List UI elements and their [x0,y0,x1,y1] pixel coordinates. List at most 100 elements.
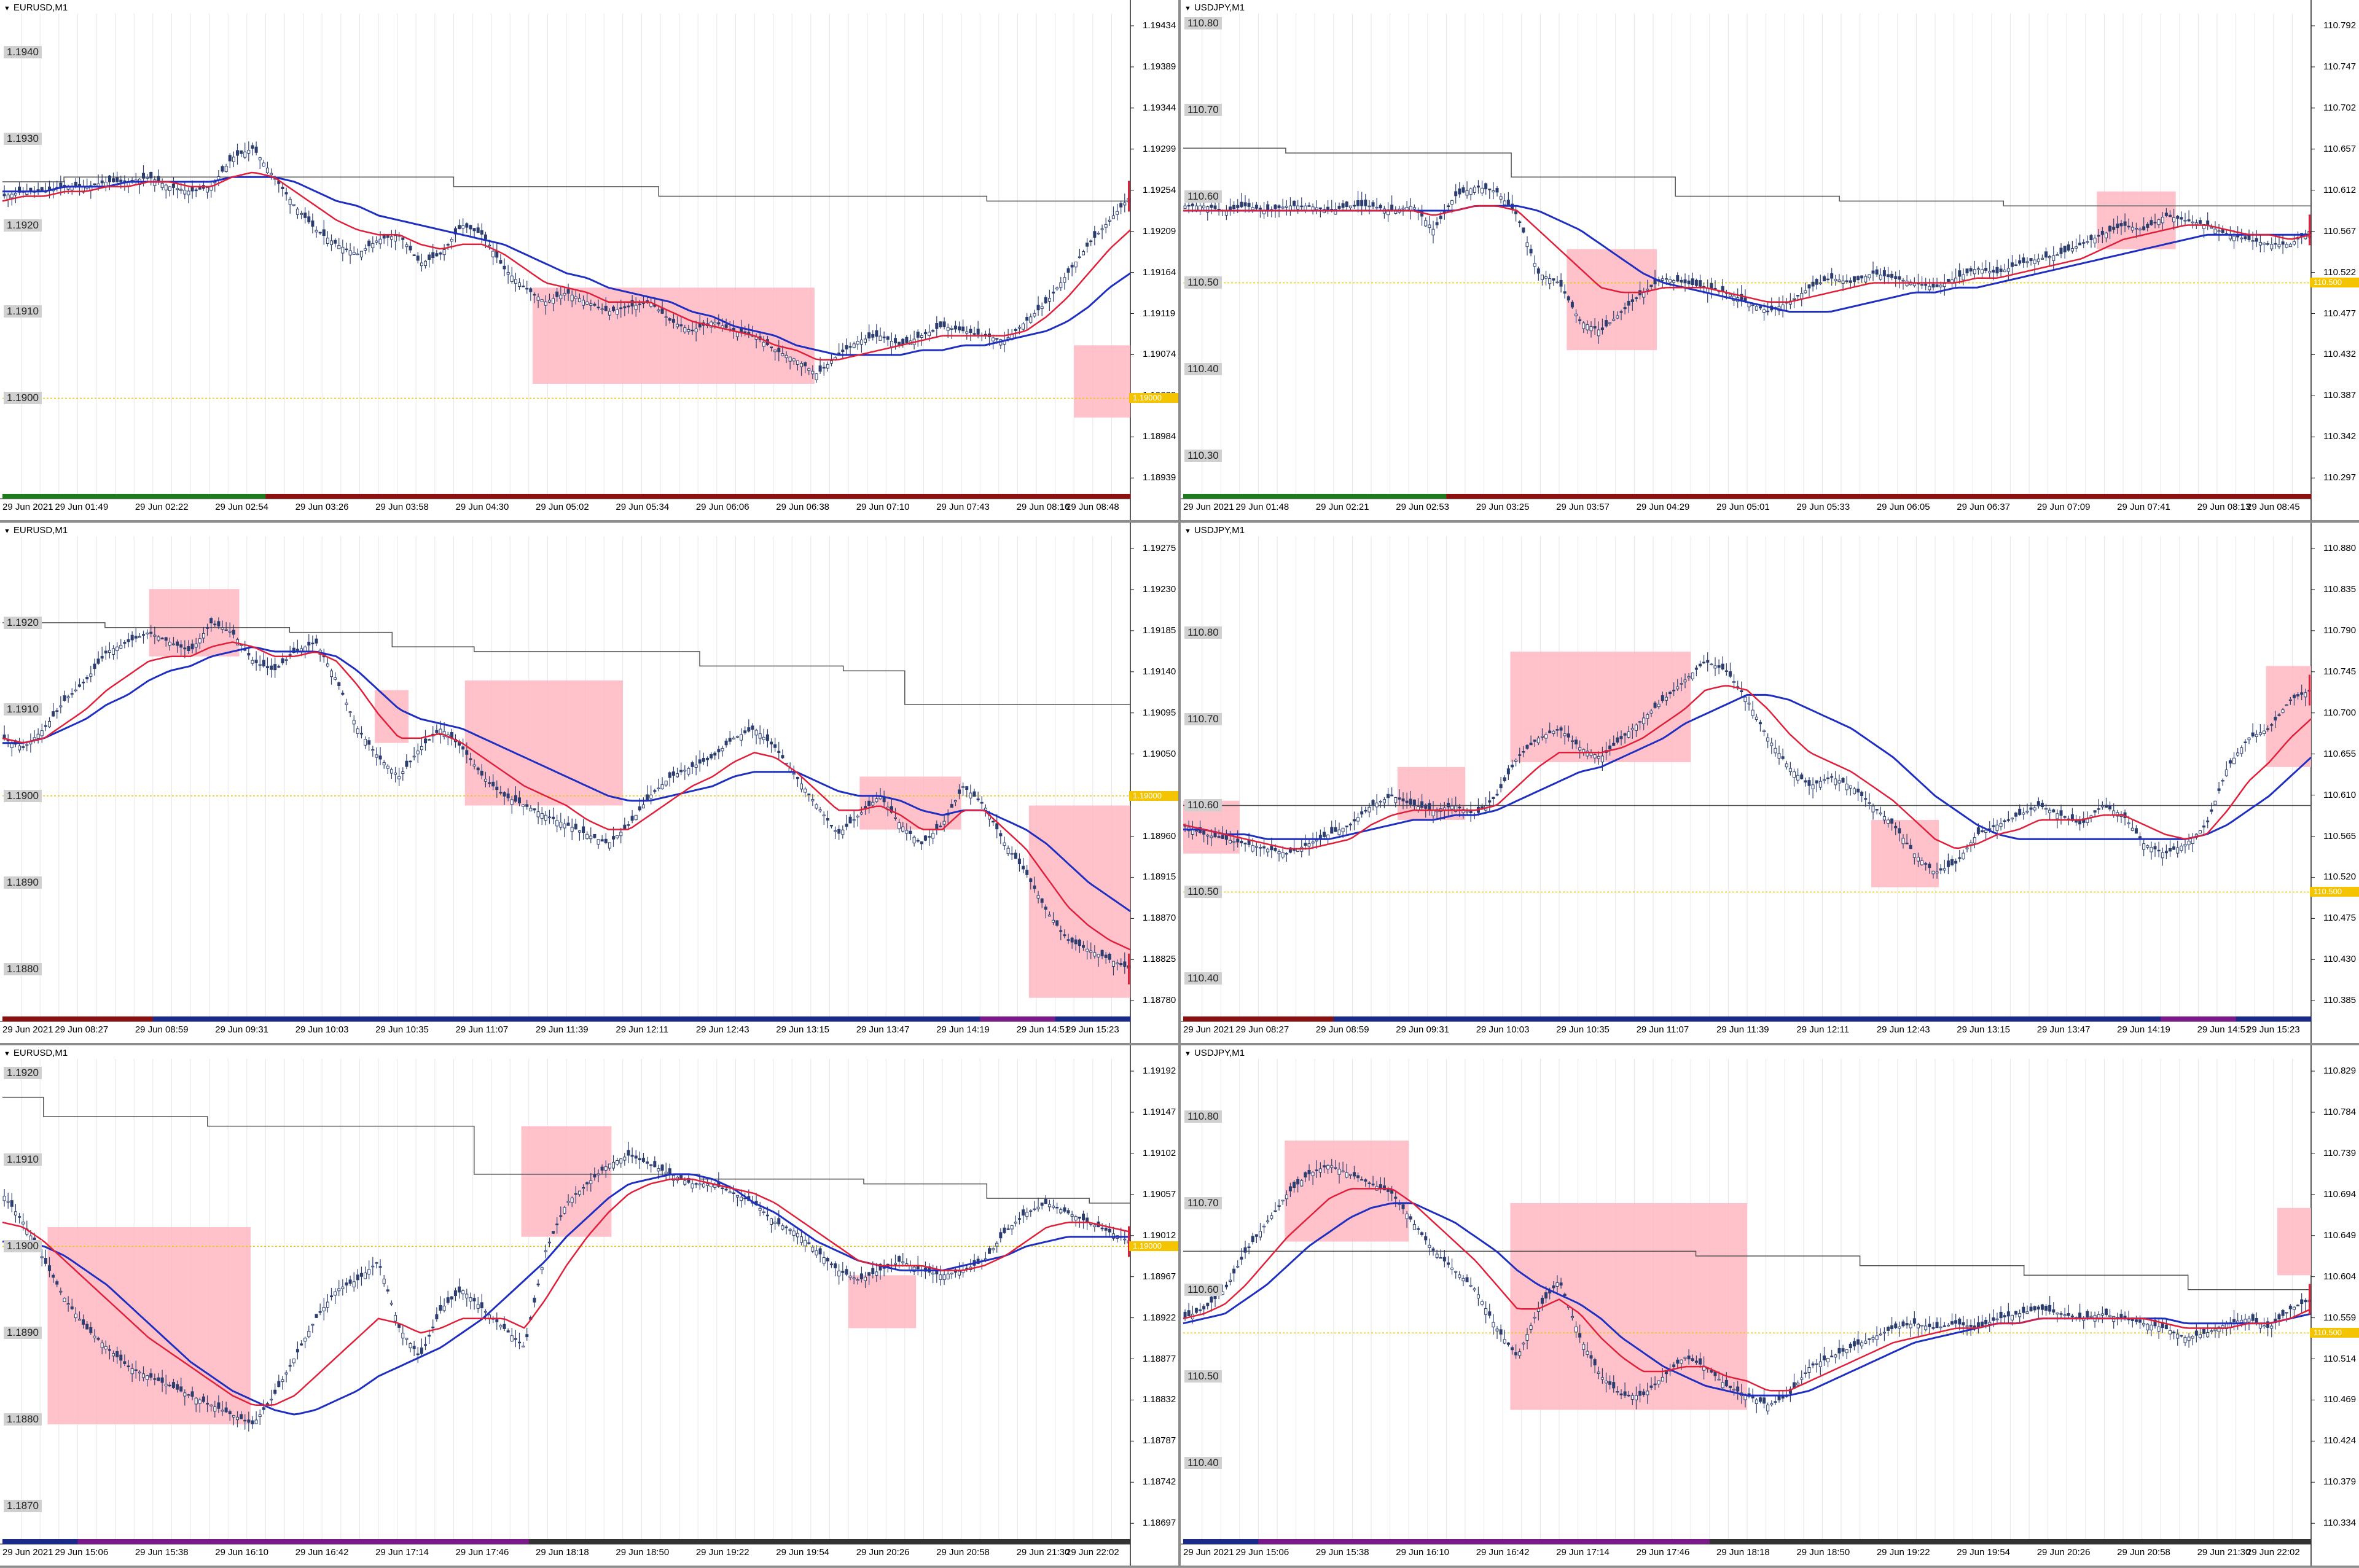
candle-body [1586,751,1589,757]
candle-body [273,664,277,671]
candle-body [389,769,393,774]
price-axis-tick: 110.522 [2323,267,2357,278]
candle-body [130,634,134,641]
price-axis-tick: 1.19275 [1143,543,1176,553]
chart-symbol-title[interactable]: ▼ EURUSD,M1 [4,1048,68,1058]
candle-body [337,245,341,249]
candle-body [1281,206,1285,209]
candle-body [942,1274,946,1281]
candle-body [2142,1323,2146,1325]
chart-canvas[interactable] [0,523,1178,1043]
candle-body [616,835,619,838]
time-axis-label: 29 Jun 06:06 [695,502,749,512]
session-bar-segment [2085,1539,2124,1544]
highlight-zone[interactable] [1871,819,1939,887]
candle-body [653,1161,657,1168]
candle-body [1871,805,1875,813]
candle-body [1687,1355,1691,1360]
chart-canvas[interactable] [0,0,1178,520]
candle-body [1999,822,2003,827]
candle-body [1747,703,1751,704]
candle-body [1887,1327,1890,1331]
chart-window-p2[interactable]: ▼ USDJPY,M1 110.80 110.70 110.60 110.50 110.40… [1180,0,2359,521]
highlight-zone[interactable] [2277,1207,2311,1276]
chart-symbol-title[interactable]: ▼ USDJPY,M1 [1184,1048,1245,1058]
candle-body [2232,1319,2236,1322]
candle-body [1111,215,1115,219]
chart-symbol-title[interactable]: ▼ USDJPY,M1 [1184,2,1245,13]
highlight-zone[interactable] [149,589,240,657]
session-bar-segment [1017,1539,1056,1544]
price-level-label: 1.1910 [4,703,42,716]
chevron-down-icon[interactable]: ▼ [1184,5,1191,12]
candle-body [2086,241,2089,243]
candle-body [442,249,446,255]
candle-body [1116,962,1119,964]
candle-body [187,190,190,195]
chart-symbol-title[interactable]: ▼ EURUSD,M1 [4,525,68,536]
candle-body [2263,730,2266,734]
session-bar-segment [1296,1016,1334,1021]
time-axis-label: 29 Jun 18:50 [1796,1547,1850,1558]
candle-body [2281,709,2285,713]
chart-window-p5[interactable]: ▼ EURUSD,M1 1.1920 1.1910 1.1900 1.1890 1.1880… [0,1044,1180,1567]
chart-symbol-title[interactable]: ▼ EURUSD,M1 [4,2,68,13]
candle-body [2213,1328,2217,1332]
highlight-zone[interactable] [47,1227,251,1425]
candle-body [1367,806,1371,813]
highlight-zone[interactable] [2266,666,2311,767]
chart-canvas[interactable] [1181,523,2359,1043]
chevron-down-icon[interactable]: ▼ [4,528,10,535]
chart-window-p3[interactable]: ▼ EURUSD,M1 1.1920 1.1910 1.1900 1.1890 1.1880… [0,521,1180,1044]
highlight-zone[interactable] [1510,1203,1747,1410]
chevron-down-icon[interactable]: ▼ [4,1050,10,1058]
price-level-label: 110.60 [1184,799,1222,812]
candle-body [1063,934,1066,937]
price-level-label: 1.1910 [4,1153,42,1166]
chart-window-p1[interactable]: ▼ EURUSD,M1 1.1940 1.1930 1.1920 1.1910 1.1900… [0,0,1180,521]
candle-body [2112,227,2116,230]
chart-canvas[interactable] [1181,1045,2359,1566]
price-level-label: 110.60 [1184,1283,1222,1296]
candle-body [2240,747,2244,754]
chevron-down-icon[interactable]: ▼ [1184,1050,1191,1058]
time-axis-label: 29 Jun 20:26 [856,1547,910,1558]
price-level-label: 1.1930 [4,132,42,145]
highlight-zone[interactable] [1510,651,1691,763]
candle-body [1848,1343,1852,1349]
candle-body [254,660,258,663]
chevron-down-icon[interactable]: ▼ [1184,528,1191,535]
chart-symbol-title[interactable]: ▼ USDJPY,M1 [1184,525,1245,536]
highlight-zone[interactable] [1567,249,1657,351]
candle-body [616,309,619,315]
price-level-label: 1.1900 [4,1240,42,1253]
candle-body [2247,737,2251,741]
candle-body [2003,820,2006,822]
highlight-zone[interactable] [848,1275,917,1328]
candle-body [608,311,611,316]
time-axis-label: 29 Jun 12:43 [1876,1024,1930,1035]
candle-body [265,1403,269,1405]
session-bar-segment [2273,1539,2312,1544]
highlight-zone[interactable] [521,1126,612,1237]
chart-window-p6[interactable]: ▼ USDJPY,M1 110.80 110.70 110.60 110.50 110.40… [1180,1044,2359,1567]
session-bar-segment [1371,494,1409,499]
candle-body [1450,805,1454,809]
candle-body [574,824,577,830]
chart-canvas[interactable] [1181,0,2359,520]
candle-body [1901,279,1905,282]
highlight-zone[interactable] [1074,345,1130,418]
candle-body [2270,1325,2274,1329]
highlight-zone[interactable] [464,680,623,806]
session-bar-segment [1747,1016,1785,1021]
candle-body [804,789,807,793]
candle-body [999,1232,1003,1239]
chart-canvas[interactable] [0,1045,1178,1566]
chart-window-p4[interactable]: ▼ USDJPY,M1 110.80 110.70 110.60 110.50 110.40… [1180,521,2359,1044]
candle-body [424,1344,427,1346]
candle-body [1834,778,1837,786]
candle-body [732,738,735,739]
candle-body [2150,847,2153,852]
time-axis-label: 29 Jun 13:15 [776,1024,830,1035]
chevron-down-icon[interactable]: ▼ [4,5,10,12]
